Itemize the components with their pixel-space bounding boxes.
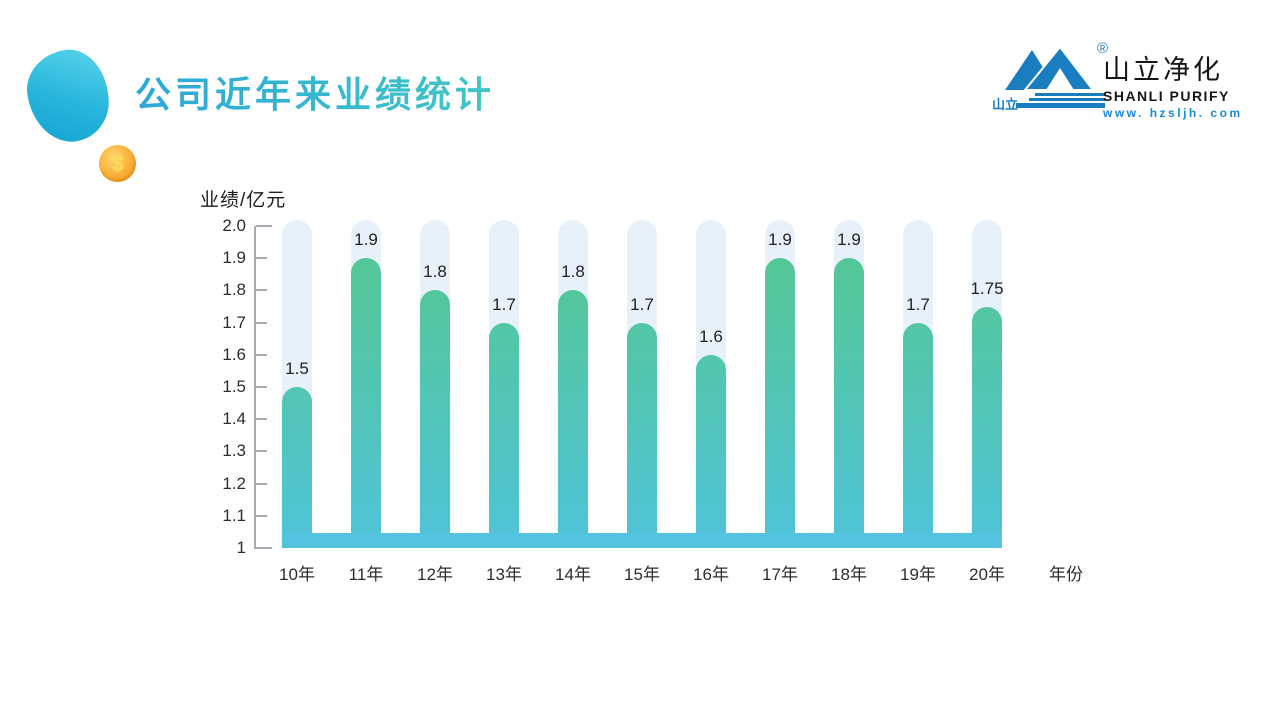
bar-value-label: 1.9 bbox=[354, 230, 378, 250]
bar bbox=[765, 258, 795, 548]
baseline-strip bbox=[282, 533, 1002, 548]
y-tick-label: 2.0 bbox=[222, 216, 246, 235]
dollar-coin-icon: $ bbox=[99, 145, 136, 182]
bar-value-label: 1.75 bbox=[970, 278, 1004, 298]
page-title: 公司近年来业绩统计 bbox=[135, 66, 495, 118]
shanli-logo: 山立 ® 山立净化 SHANLI PURIFY www. hzsljh. com bbox=[985, 38, 1245, 128]
y-axis-tick bbox=[256, 514, 267, 517]
bar-value-label: 1.5 bbox=[285, 359, 309, 378]
y-axis-tick bbox=[256, 418, 267, 421]
y-axis-tick bbox=[256, 450, 267, 453]
x-tick-label: 12年 bbox=[417, 565, 453, 584]
y-tick-label: 1.3 bbox=[222, 441, 246, 461]
dollar-symbol: $ bbox=[111, 150, 124, 176]
accent-blob-shape bbox=[21, 44, 115, 148]
y-tick-label: 1.1 bbox=[222, 505, 246, 525]
bar-value-label: 1.7 bbox=[906, 294, 930, 314]
bar bbox=[489, 322, 519, 548]
y-axis-line bbox=[254, 226, 256, 549]
x-tick-label: 11年 bbox=[348, 565, 384, 584]
x-tick-label: 13年 bbox=[486, 565, 522, 584]
y-tick-label: 1.6 bbox=[222, 344, 246, 364]
y-tick-label: 1.5 bbox=[222, 377, 246, 396]
y-tick-label: 1 bbox=[236, 538, 246, 557]
y-tick-label: 1.7 bbox=[222, 312, 246, 332]
bar-value-label: 1.7 bbox=[630, 294, 654, 314]
x-tick-label: 19年 bbox=[900, 565, 936, 584]
logo-website: www. hzsljh. com bbox=[1103, 106, 1243, 120]
y-axis-tick bbox=[256, 386, 267, 388]
x-axis-unit-label: 年份 bbox=[1049, 565, 1083, 584]
y-axis-title: 业绩/亿元 bbox=[200, 190, 287, 211]
bar bbox=[903, 322, 933, 548]
y-axis-tick bbox=[256, 289, 267, 292]
y-axis-tick bbox=[256, 225, 272, 227]
bar bbox=[558, 290, 588, 548]
y-axis-tick bbox=[256, 482, 267, 485]
bar-value-label: 1.8 bbox=[561, 262, 585, 282]
y-tick-label: 1.8 bbox=[222, 280, 246, 300]
x-tick-label: 10年 bbox=[279, 565, 315, 584]
y-axis-tick bbox=[256, 547, 272, 549]
x-tick-label: 20年 bbox=[969, 565, 1005, 584]
x-tick-label: 14年 bbox=[555, 565, 591, 584]
logo-mark-label: 山立 bbox=[992, 97, 1018, 112]
bar bbox=[834, 258, 864, 548]
registered-trademark-icon: ® bbox=[1097, 40, 1109, 57]
y-tick-label: 1.4 bbox=[222, 409, 246, 429]
bar bbox=[696, 354, 726, 548]
bar bbox=[972, 306, 1002, 548]
y-axis-tick bbox=[256, 257, 267, 260]
bar-value-label: 1.7 bbox=[492, 294, 516, 314]
x-tick-label: 15年 bbox=[624, 565, 660, 584]
bar-value-label: 1.9 bbox=[768, 230, 792, 250]
bar bbox=[420, 290, 450, 548]
y-axis-tick bbox=[256, 353, 267, 356]
bar bbox=[282, 387, 312, 548]
y-tick-label: 1.2 bbox=[222, 473, 246, 493]
y-tick-label: 1.9 bbox=[222, 248, 246, 268]
x-tick-label: 18年 bbox=[831, 565, 867, 584]
mountain-logo-icon: 山立 bbox=[992, 45, 1105, 112]
bar-value-label: 1.8 bbox=[423, 262, 447, 282]
y-axis-tick bbox=[256, 321, 267, 324]
bar-value-label: 1.9 bbox=[837, 230, 861, 250]
logo-name-cn: 山立净化 bbox=[1103, 55, 1223, 85]
x-tick-label: 16年 bbox=[693, 565, 729, 584]
logo-name-en: SHANLI PURIFY bbox=[1103, 88, 1230, 104]
x-tick-label: 17年 bbox=[762, 565, 798, 584]
bar bbox=[351, 258, 381, 548]
bar bbox=[627, 322, 657, 548]
bar-value-label: 1.6 bbox=[699, 326, 723, 346]
